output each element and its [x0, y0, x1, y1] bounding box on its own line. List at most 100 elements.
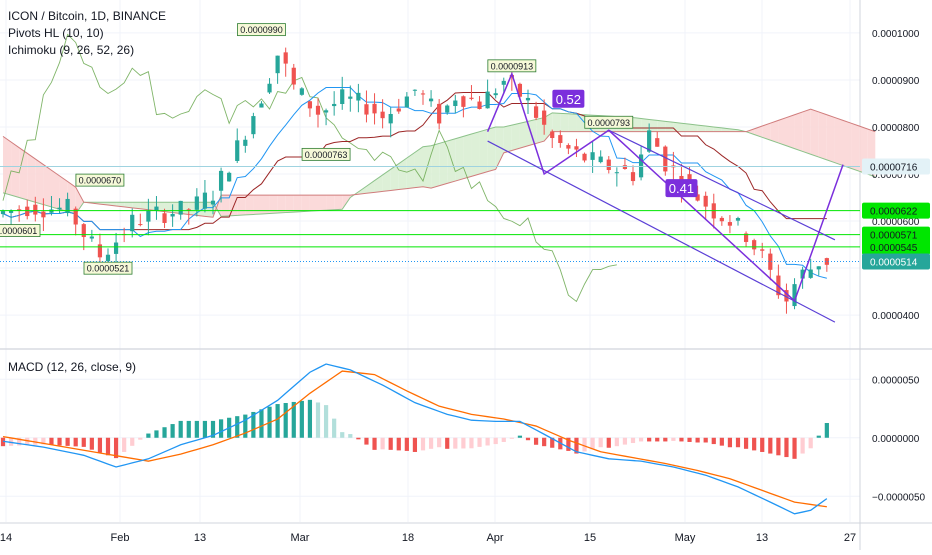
- candle-body: [743, 233, 749, 242]
- macd-histogram-bar: [574, 437, 579, 454]
- candle-body: [800, 269, 805, 279]
- candle-body: [170, 213, 175, 217]
- kumo-cloud-segment: [657, 120, 666, 132]
- candle-body: [453, 100, 458, 107]
- macd-histogram-bar: [420, 437, 426, 451]
- macd-histogram-bar: [428, 437, 434, 449]
- kumo-cloud-segment: [237, 195, 246, 216]
- candle-body: [808, 269, 813, 278]
- candle-body: [719, 217, 724, 222]
- candle-body: [614, 172, 619, 174]
- candle-body: [81, 224, 86, 238]
- macd-histogram-bar: [493, 437, 498, 445]
- pivot-label-bg: [301, 147, 351, 161]
- macd-histogram-bar: [138, 437, 143, 440]
- pivot-label: 0.0000601: [0, 226, 37, 236]
- time-tick-label: 13: [756, 532, 768, 544]
- candle-body: [178, 200, 183, 215]
- macd-histogram-bar: [784, 437, 789, 458]
- candle-body: [816, 266, 821, 270]
- macd-histogram-bar: [582, 437, 587, 452]
- channel-upper-line: [608, 129, 836, 241]
- macd-histogram-bar: [307, 399, 313, 438]
- price-level-tag: 0.0000545: [870, 243, 918, 254]
- macd-histogram-bar: [590, 437, 595, 450]
- candle-body: [259, 103, 264, 108]
- candle-body: [146, 210, 151, 222]
- candle-body: [65, 198, 70, 214]
- macd-histogram-bar: [638, 437, 644, 442]
- price-tick-label: 0.0001000: [872, 29, 920, 40]
- candle-body: [622, 165, 628, 169]
- macd-histogram-bar: [614, 437, 619, 447]
- kumo-cloud-segment: [253, 195, 262, 215]
- candle-body: [445, 105, 450, 113]
- kumo-cloud-segment: [390, 163, 399, 191]
- indicator-ichimoku-label: Ichimoku (9, 26, 52, 26): [8, 43, 135, 57]
- kumo-cloud-segment: [285, 195, 294, 213]
- candle-body: [760, 249, 765, 251]
- macd-histogram-bar: [186, 420, 191, 438]
- pivot-label-bg: [487, 59, 537, 73]
- kumo-cloud-segment: [511, 123, 520, 151]
- pivot-label: 0.0000670: [79, 176, 122, 186]
- candle-body: [727, 222, 733, 226]
- macd-histogram-bar: [509, 437, 514, 439]
- kumo-cloud-segment: [649, 119, 658, 132]
- macd-histogram-bar: [647, 437, 652, 442]
- kumo-cloud-segment: [770, 120, 779, 143]
- price-tick-label: 0.0000700: [872, 170, 920, 181]
- macd-histogram-bar: [792, 437, 797, 459]
- candle-body: [162, 213, 167, 223]
- candle-body: [663, 146, 668, 172]
- horizontal-levels: [0, 165, 860, 262]
- macd-histogram-bar: [348, 434, 353, 438]
- candle-body: [533, 106, 539, 118]
- macd-histogram-bar: [0, 437, 6, 447]
- kumo-cloud-segment: [132, 202, 141, 209]
- candle-body: [388, 113, 393, 124]
- macd-histogram-bar: [550, 437, 555, 448]
- macd-histogram-bar: [364, 437, 369, 445]
- price-level-tag-bg: [862, 202, 930, 219]
- macd-histogram-bar: [752, 437, 757, 451]
- candle-body: [186, 209, 191, 211]
- time-tick-label: 18: [402, 532, 414, 544]
- macd-histogram-bar: [622, 437, 628, 445]
- kumo-cloud-segment: [519, 121, 528, 149]
- price-level-tag: 0.0000622: [870, 207, 918, 218]
- candle-body: [299, 88, 304, 95]
- kumo-cloud-segment: [11, 142, 20, 198]
- kumo-cloud-segment: [576, 114, 585, 132]
- kumo-cloud-segment: [221, 195, 230, 217]
- kumo-cloud-segment: [568, 113, 577, 132]
- candle-body: [638, 154, 644, 178]
- macd-histogram-bar: [146, 433, 151, 438]
- macd-histogram-bar: [776, 437, 781, 456]
- pivot-label-bg: [75, 173, 125, 187]
- kumo-cloud-segment: [269, 195, 278, 214]
- candle-body: [372, 103, 377, 114]
- pivot-label-bg: [83, 261, 133, 275]
- macd-histogram-bar: [760, 437, 765, 452]
- kumo-cloud-segment: [746, 128, 755, 135]
- candle-body: [428, 98, 434, 102]
- price-level-tag: 0.0000716: [870, 162, 918, 173]
- macd-histogram-bar: [97, 437, 103, 453]
- candle-body: [235, 140, 240, 161]
- pivot-label: 0.0000913: [491, 61, 534, 71]
- candle-body: [202, 192, 208, 209]
- macd-histogram-bar: [566, 437, 571, 451]
- macd-histogram-bar: [315, 402, 321, 438]
- candle-body: [655, 138, 660, 147]
- macd-title: MACD (12, 26, close, 9): [8, 360, 137, 374]
- kumo-cloud-segment: [851, 123, 860, 172]
- price-tick-label: 0.0000900: [872, 76, 920, 87]
- candle-body: [33, 204, 38, 215]
- candle-body: [784, 290, 789, 302]
- macd-histogram-bar: [380, 437, 385, 450]
- macd-histogram-bar: [283, 403, 288, 438]
- macd-histogram-bar: [170, 424, 175, 438]
